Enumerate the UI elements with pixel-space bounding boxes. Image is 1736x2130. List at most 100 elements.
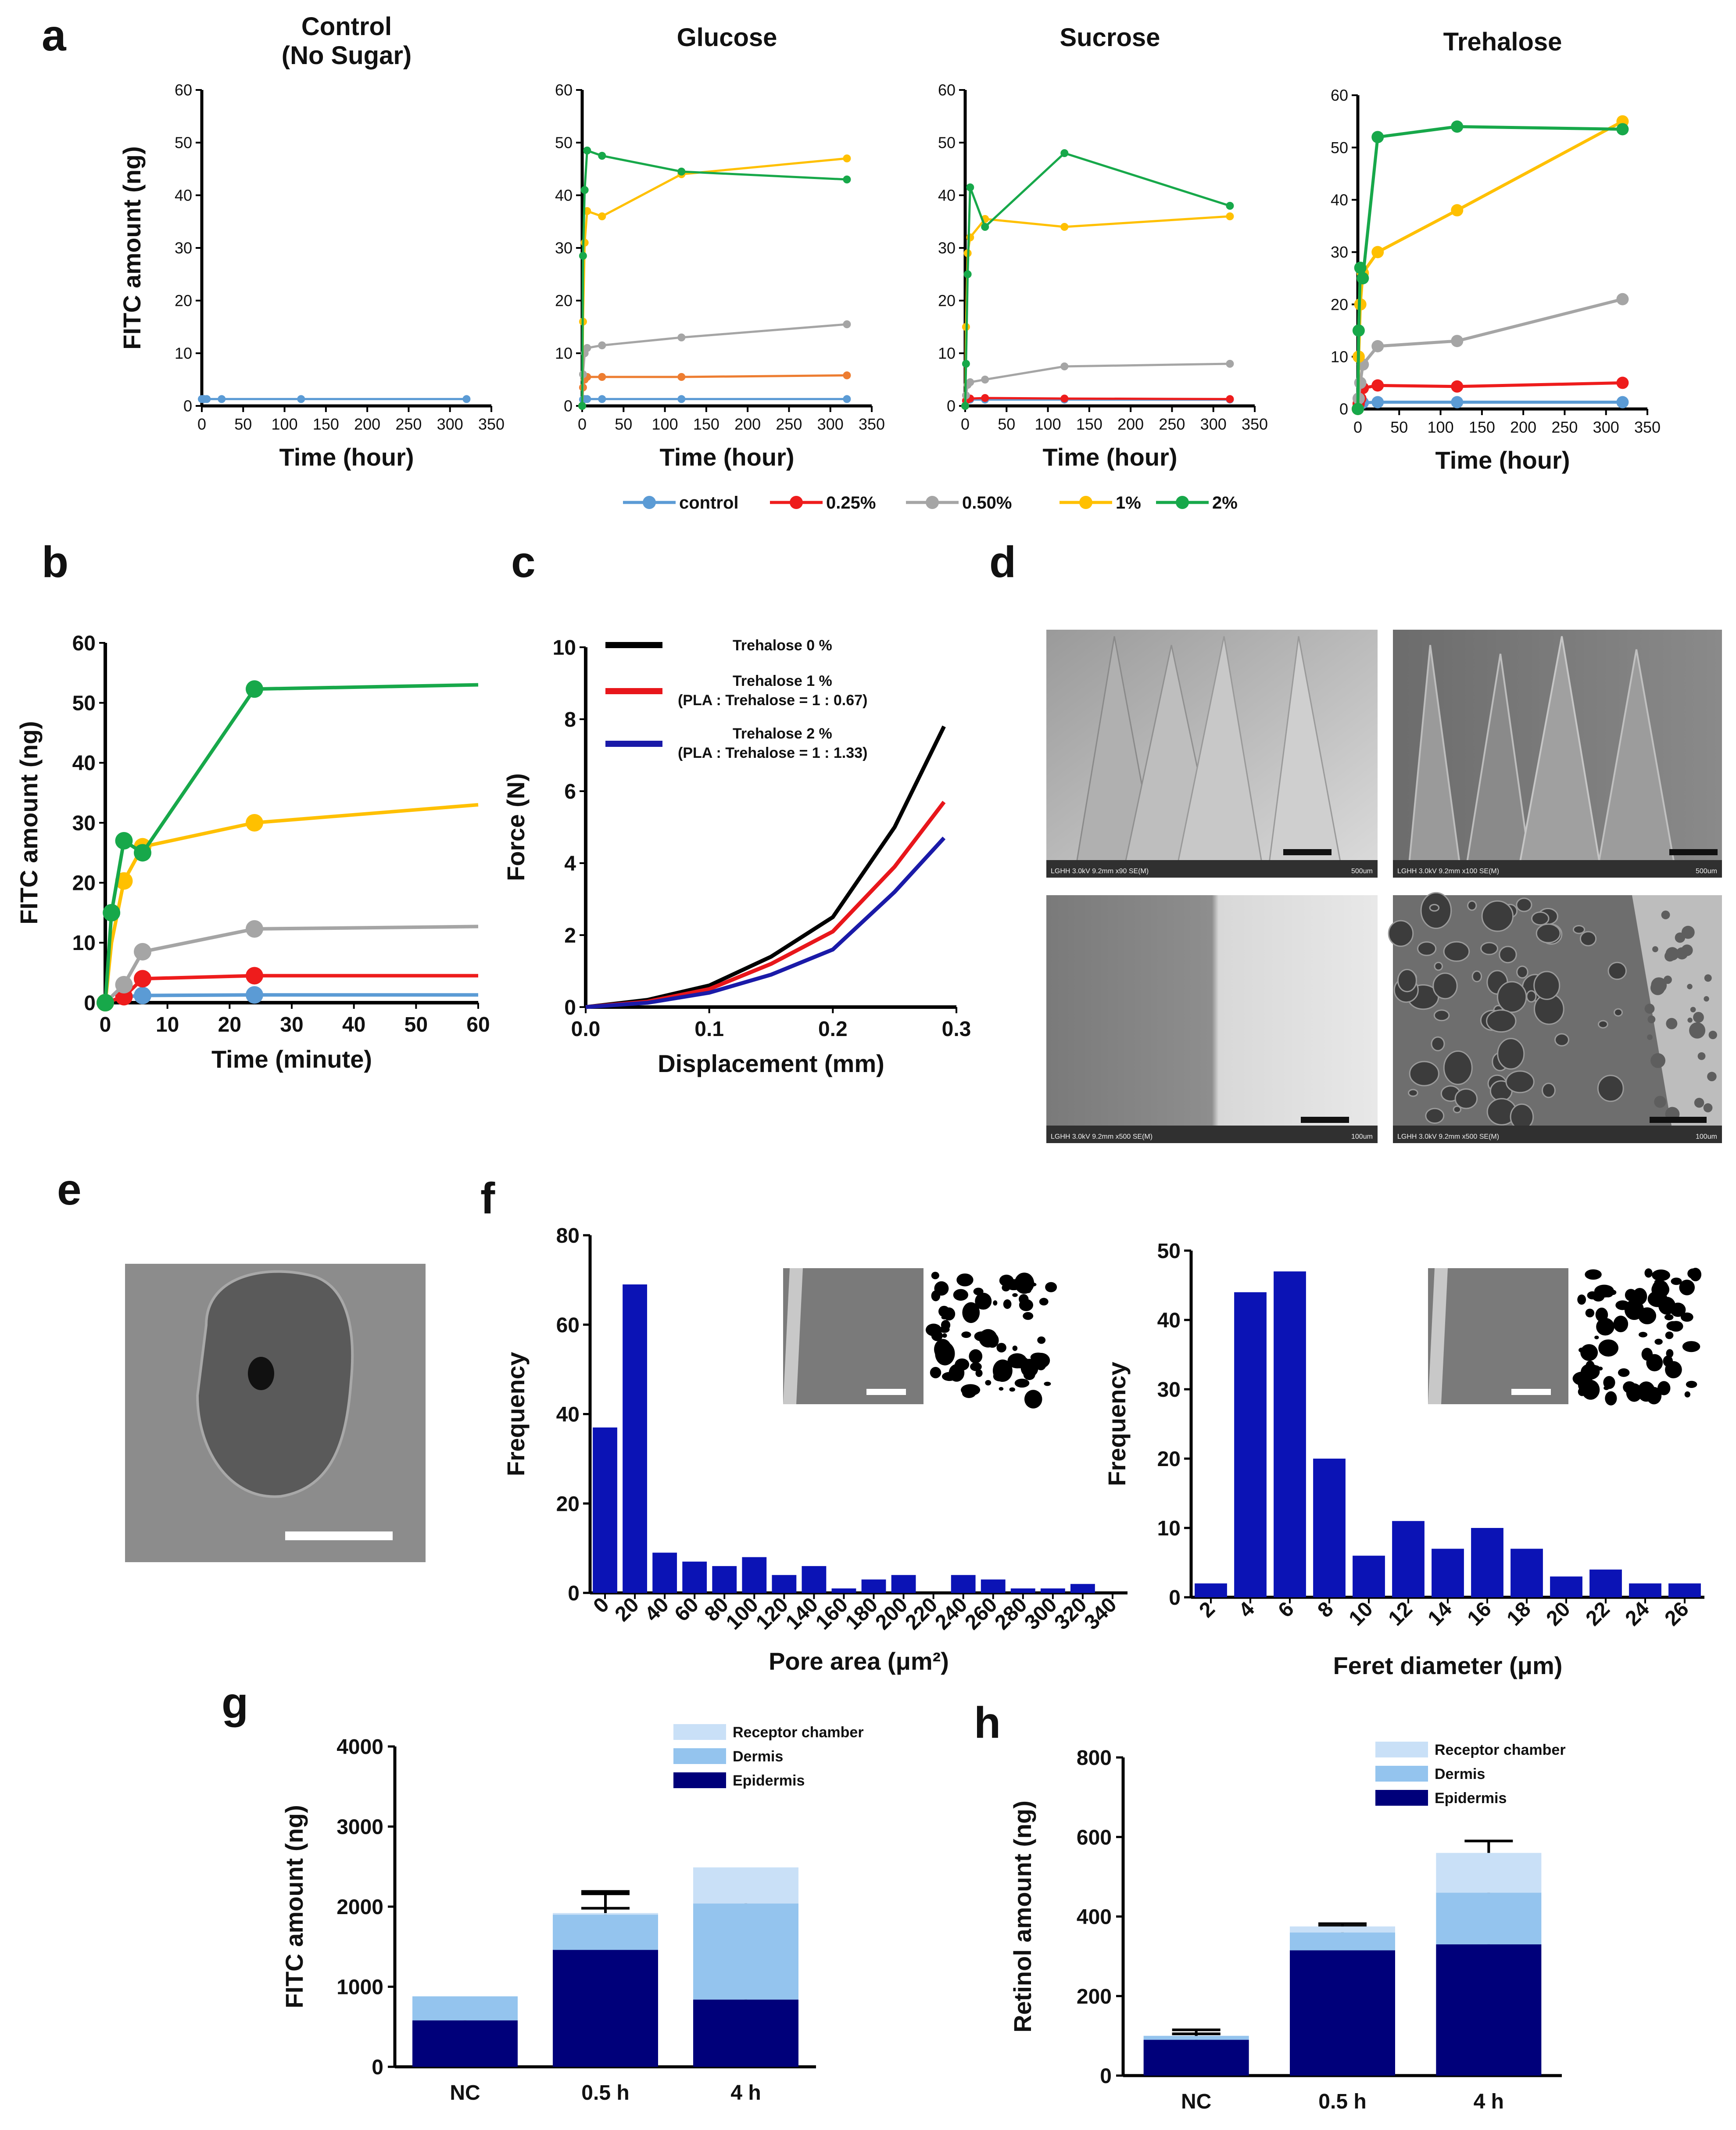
y-tick-label: 0 <box>84 992 96 1015</box>
y-tick-label: 20 <box>175 292 192 310</box>
histogram-bar <box>1629 1583 1661 1597</box>
histogram-bar <box>1234 1292 1267 1597</box>
pore-blob <box>1012 1345 1018 1351</box>
pore <box>1397 968 1417 993</box>
x-tick-label: 24 <box>1621 1597 1654 1630</box>
legend-swatch <box>1375 1790 1428 1806</box>
legend-swatch <box>673 1724 726 1740</box>
panel-letter-g: g <box>222 1678 248 1728</box>
pore <box>1704 996 1709 1002</box>
histogram-bar <box>1313 1459 1346 1597</box>
histogram-bar <box>1432 1549 1464 1597</box>
y-tick-label: 40 <box>938 186 956 204</box>
x-tick-label: 0 <box>197 415 206 433</box>
pore <box>1690 1007 1696 1013</box>
x-tick-label: 0 <box>578 415 587 433</box>
legend-label: Dermis <box>1435 1766 1485 1782</box>
pore-blob <box>1615 1300 1630 1310</box>
x-tick-label: 100 <box>272 415 298 433</box>
stacked-bar-segment <box>1436 1853 1542 1893</box>
chart-fitc-minutes: 0 10 20 30 40 50 60 0 10 20 30 40 50 60 Time (minute) F… <box>15 632 490 1073</box>
y-axis-label: FITC amount (ng) <box>15 721 43 924</box>
pore <box>1453 1105 1462 1113</box>
pore <box>1703 1103 1713 1112</box>
data-point <box>1616 123 1629 136</box>
pore-blob <box>1654 1338 1663 1345</box>
pore <box>1429 904 1440 912</box>
chart-glucose: 0 10 20 30 40 50 60 0 50 100 150 200 250 300 350 Time (… <box>555 23 885 471</box>
y-tick-label: 20 <box>938 292 956 310</box>
x-tick-label: 0 <box>100 1013 111 1036</box>
data-point <box>598 212 606 220</box>
series-line <box>104 925 479 1004</box>
data-point <box>1226 212 1234 220</box>
pore-blob <box>1646 1354 1663 1372</box>
data-point <box>115 976 133 993</box>
stacked-bar-segment <box>693 1903 798 2000</box>
data-point <box>103 904 121 922</box>
pore <box>1434 961 1443 971</box>
x-tick-label: 14 <box>1424 1597 1457 1630</box>
data-point <box>843 154 851 162</box>
pore <box>1614 1008 1623 1017</box>
pore-blob <box>1030 1282 1037 1287</box>
binary-pore-mask <box>1572 1268 1702 1406</box>
data-point <box>115 832 133 850</box>
y-tick-label: 10 <box>72 932 96 955</box>
legend-swatch-marker <box>1176 496 1189 509</box>
pore <box>1443 1050 1473 1085</box>
x-tick-label: 50 <box>998 415 1015 433</box>
y-tick-label: 40 <box>1157 1309 1181 1332</box>
x-tick-label: 50 <box>615 415 632 433</box>
x-tick-label: 0 <box>1353 418 1362 436</box>
histogram-bar <box>772 1575 797 1593</box>
pore-blob <box>999 1387 1004 1391</box>
pore <box>1516 897 1532 912</box>
pore-blob <box>1596 1318 1614 1336</box>
histogram-bar <box>593 1427 617 1593</box>
x-tick-label: 6 <box>1274 1597 1298 1622</box>
pore-blob <box>942 1372 957 1381</box>
x-axis-label: Pore area (μm²) <box>769 1647 949 1675</box>
y-tick-label: 800 <box>1077 1746 1112 1770</box>
pore-blob <box>1023 1369 1035 1380</box>
panel-letter-f: f <box>480 1174 495 1223</box>
data-point <box>578 402 586 410</box>
scale-bar <box>1650 1117 1707 1123</box>
y-tick-label: 50 <box>175 134 192 152</box>
x-tick-label: 340 <box>1080 1593 1121 1634</box>
y-tick-label: 60 <box>555 81 573 99</box>
y-tick-label: 60 <box>72 632 96 655</box>
data-point <box>134 943 151 961</box>
pore-blob <box>1663 1297 1670 1304</box>
panel-letter-d: d <box>989 538 1016 587</box>
y-tick-label: 4000 <box>336 1736 383 1759</box>
scale-bar <box>1283 849 1332 855</box>
pore-blob <box>974 1331 989 1341</box>
pore <box>1650 1053 1666 1068</box>
data-point <box>843 176 851 183</box>
x-tick-label: 200 <box>1510 418 1536 436</box>
histogram-bar <box>1668 1583 1701 1597</box>
data-point <box>580 186 589 194</box>
y-tick-label: 50 <box>938 134 956 152</box>
scale-bar <box>1511 1389 1551 1395</box>
chart-title: Control <box>301 12 392 41</box>
data-point <box>1226 360 1234 368</box>
x-tick-label: 4 <box>1234 1597 1259 1622</box>
data-point <box>115 988 133 1006</box>
pore <box>1707 1072 1717 1082</box>
pore-blob <box>1602 1285 1614 1298</box>
inset-images-f1 <box>783 1268 1057 1409</box>
histogram-bar <box>623 1284 647 1593</box>
binary-pore-mask <box>925 1272 1057 1409</box>
pore-blob <box>934 1281 949 1296</box>
sem-image-grid: LGHH 3.0kV 9.2mm x90 SE(M) 500um LGHH 3.… <box>1046 630 1722 1143</box>
pore-blob <box>1009 1387 1016 1392</box>
pore <box>1661 911 1670 919</box>
pore-blob <box>1037 1336 1046 1344</box>
pore-blob <box>943 1307 956 1321</box>
histogram-bar <box>1195 1583 1227 1597</box>
y-tick-label: 40 <box>1331 191 1348 209</box>
series-line <box>104 803 479 1003</box>
